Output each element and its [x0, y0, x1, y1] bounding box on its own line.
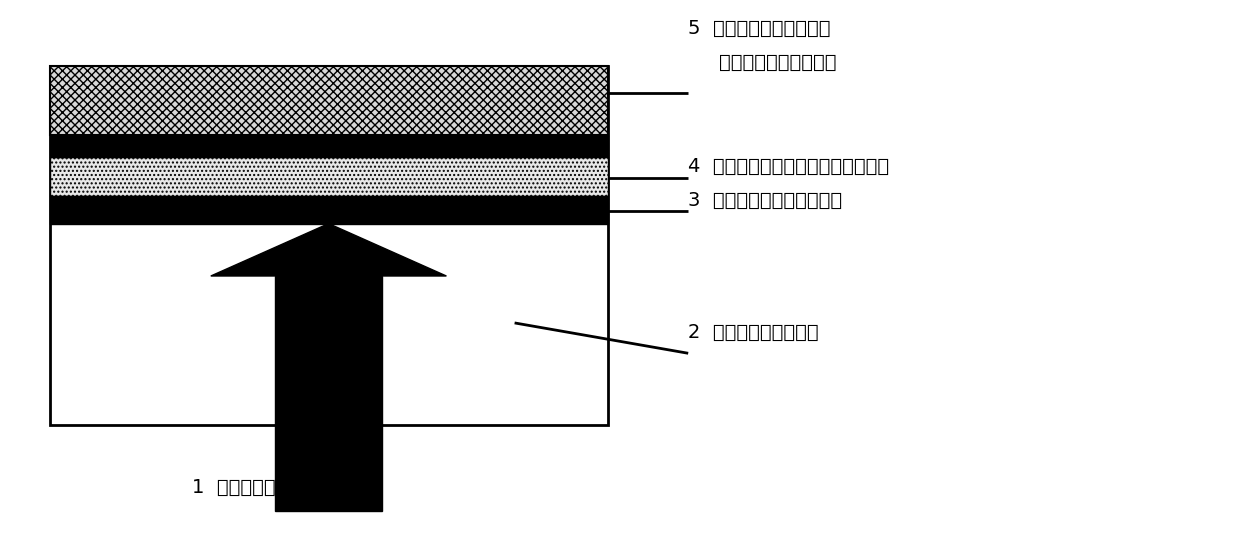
Bar	[50, 135, 608, 157]
Bar	[50, 66, 608, 425]
Bar	[275, 276, 382, 511]
Bar	[50, 214, 608, 224]
Bar	[50, 196, 608, 214]
Text: 2  待加工透明介电材料: 2 待加工透明介电材料	[688, 323, 818, 342]
Text: 4  对作用激光具有吸收特性的吸收层: 4 对作用激光具有吸收特性的吸收层	[688, 157, 889, 176]
Text: 1  激光入射方向: 1 激光入射方向	[192, 477, 288, 496]
Text: 一定吸收特性的约束层: 一定吸收特性的约束层	[719, 52, 837, 71]
Text: 3  对作用激光透明的中间层: 3 对作用激光透明的中间层	[688, 190, 842, 209]
Bar	[50, 157, 608, 196]
Text: 5  对作用激光透明或具有: 5 对作用激光透明或具有	[688, 19, 831, 38]
Polygon shape	[211, 224, 446, 276]
Bar	[50, 66, 608, 135]
